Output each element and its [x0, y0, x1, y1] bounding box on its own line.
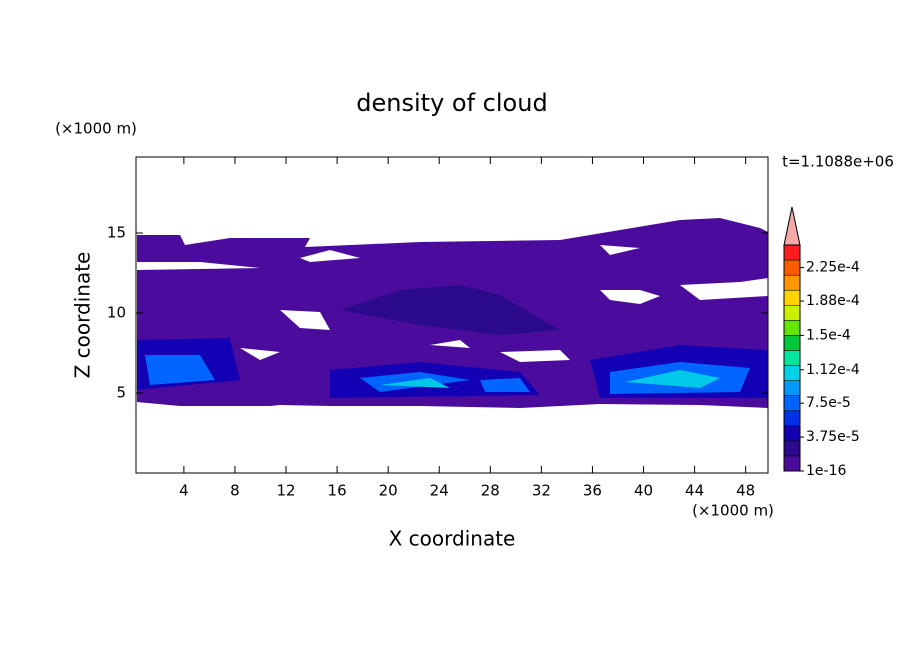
- x-unit: (×1000 m): [692, 502, 774, 520]
- colorbar-band: [783, 350, 801, 366]
- x-tick-label: 20: [379, 482, 398, 500]
- colorbar-band: [783, 305, 801, 321]
- colorbar-tick-label: 1e-16: [806, 463, 846, 479]
- x-tick-label: 44: [685, 482, 704, 500]
- y-tick-label: 5: [116, 384, 126, 402]
- colorbar-band: [783, 395, 801, 411]
- cloud-core: [380, 370, 720, 388]
- x-tick-label: 24: [430, 482, 449, 500]
- colorbar-band: [783, 455, 801, 472]
- colorbar-tick-label: 7.5e-5: [806, 395, 851, 411]
- x-tick-label: 32: [532, 482, 551, 500]
- colorbar-frame: [783, 244, 801, 472]
- colorbar-band: [783, 365, 801, 381]
- colorbar-tick-label: 3.75e-5: [806, 429, 860, 445]
- colorbar-tick-label: 1.12e-4: [806, 362, 860, 378]
- x-tick-label: 36: [583, 482, 602, 500]
- colorbar-tick-label: 2.25e-4: [806, 260, 860, 276]
- colorbar-tick-label: 1.5e-4: [806, 327, 851, 343]
- x-tick-label: 12: [276, 482, 295, 500]
- x-axis-title: X coordinate: [389, 527, 516, 551]
- colorbar-band: [783, 244, 801, 261]
- colorbar-band: [783, 274, 801, 291]
- colorbar-band: [783, 320, 801, 336]
- contour-field: [137, 218, 768, 408]
- colorbar-tick-label: 1.88e-4: [806, 293, 860, 309]
- y-axis-title: Z coordinate: [71, 252, 95, 379]
- x-tick-label: 28: [481, 482, 500, 500]
- plot-frame: [135, 156, 769, 474]
- x-tick-label: 4: [179, 482, 189, 500]
- y-tick-label: 10: [107, 304, 126, 322]
- chart-title: density of cloud: [356, 89, 547, 117]
- x-tick-label: 40: [634, 482, 653, 500]
- colorbar-band: [783, 440, 801, 457]
- colorbar-band: [783, 410, 801, 427]
- x-tick-label: 48: [736, 482, 755, 500]
- cloud-core: [145, 355, 750, 394]
- y-tick-label: 15: [107, 224, 126, 242]
- y-unit: (×1000 m): [55, 120, 137, 138]
- colorbar-band: [783, 425, 801, 442]
- colorbar-band: [783, 289, 801, 306]
- colorbar-band: [783, 259, 801, 276]
- colorbar-band: [783, 335, 801, 351]
- x-tick-label: 8: [230, 482, 240, 500]
- cloud-core: [340, 285, 560, 335]
- time-label: t=1.1088e+06: [782, 153, 894, 171]
- colorbar-band: [783, 380, 801, 396]
- x-tick-label: 16: [328, 482, 347, 500]
